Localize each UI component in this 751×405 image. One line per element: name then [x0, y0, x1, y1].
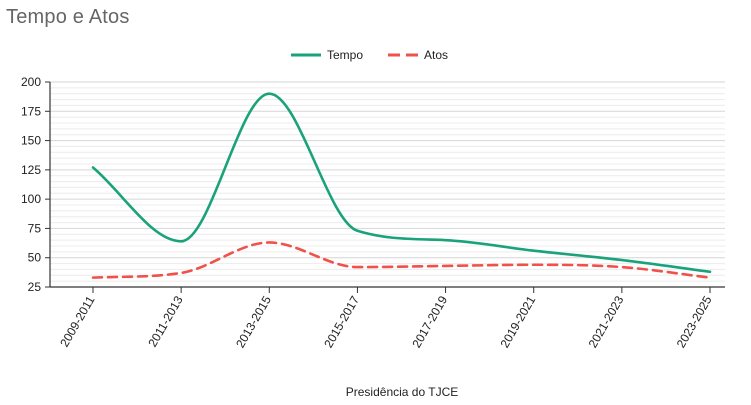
legend: Tempo Atos [291, 48, 448, 62]
x-tick-label: 2013-2015 [233, 293, 274, 350]
x-tick-label: 2017-2019 [409, 293, 450, 350]
y-tick-label: 75 [28, 221, 42, 235]
y-tick-label: 200 [21, 75, 41, 89]
x-tick-label: 2019-2021 [497, 293, 538, 350]
y-tick-label: 25 [28, 280, 42, 294]
x-tick-label: 2021-2023 [586, 293, 627, 350]
x-tick-label: 2009-2011 [57, 293, 98, 349]
y-tick-label: 50 [28, 251, 42, 265]
series-line-atos [91, 241, 712, 279]
chart-title: Tempo e Atos [6, 6, 130, 28]
y-tick-label: 150 [21, 134, 41, 148]
grid-lines [50, 81, 725, 288]
y-tick-label: 175 [21, 104, 41, 118]
x-axis-title: Presidência do TJCE [346, 385, 459, 399]
y-tick-label: 100 [21, 192, 41, 206]
axes: 25 50 75 100 125 150 175 200 2009-2011 2011-2013 2… [21, 75, 725, 350]
x-tick-label: 2023-2025 [674, 293, 715, 350]
legend-label-tempo: Tempo [327, 48, 363, 62]
series-lines [91, 92, 712, 279]
x-tick-label: 2015-2017 [321, 293, 362, 350]
series-line-tempo [91, 92, 712, 274]
y-tick-label: 125 [21, 163, 41, 177]
x-tick-label: 2011-2013 [145, 293, 186, 349]
legend-label-atos: Atos [424, 48, 448, 62]
